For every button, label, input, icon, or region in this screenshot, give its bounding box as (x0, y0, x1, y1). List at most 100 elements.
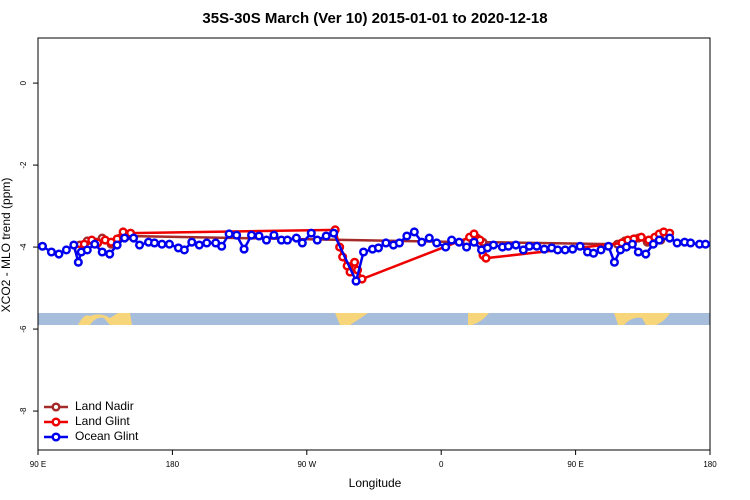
point (648, 239, 658, 249)
point (306, 228, 316, 238)
x-tick-label: 180 (166, 460, 180, 469)
point (112, 240, 122, 250)
x-axis-label: Longitude (349, 476, 402, 490)
x-tick-label: 0 (439, 460, 444, 469)
point (560, 245, 570, 255)
point (291, 233, 301, 243)
point (432, 238, 442, 248)
point (224, 229, 234, 239)
point (90, 239, 100, 249)
y-tick-label: -4 (19, 243, 28, 251)
point (105, 249, 115, 259)
point (350, 257, 360, 267)
point (469, 237, 479, 247)
point (239, 244, 249, 254)
point (518, 245, 528, 255)
legend-label: Land Glint (75, 414, 130, 428)
legend-label: Ocean Glint (75, 429, 139, 443)
point (282, 235, 292, 245)
point (194, 240, 204, 250)
point (539, 244, 549, 254)
point (469, 229, 479, 239)
point (575, 241, 585, 251)
point (700, 239, 711, 249)
point (441, 242, 451, 252)
point (488, 240, 499, 250)
point (394, 238, 404, 248)
point (633, 247, 643, 257)
point (654, 235, 664, 245)
y-tick-label: -6 (19, 325, 28, 333)
point (532, 241, 542, 251)
point (37, 241, 48, 251)
point (596, 245, 606, 255)
point (588, 248, 599, 258)
point (134, 240, 145, 250)
point (54, 249, 64, 259)
map-strip (38, 313, 710, 325)
point (261, 235, 272, 245)
point (202, 238, 212, 248)
point (672, 238, 682, 248)
point (358, 247, 369, 257)
point (409, 227, 419, 237)
x-tick-label: 180 (703, 460, 717, 469)
point (665, 233, 675, 243)
point (217, 241, 227, 251)
point (503, 241, 513, 251)
legend-marker (51, 402, 61, 412)
point (381, 238, 391, 248)
point (568, 244, 578, 254)
point (312, 235, 322, 245)
point (603, 241, 614, 251)
point (329, 228, 339, 238)
y-tick-label: -8 (19, 407, 28, 415)
x-tick-label: 90 W (297, 460, 316, 469)
point (553, 245, 563, 255)
point (636, 232, 646, 242)
point (417, 237, 427, 247)
point (402, 231, 412, 241)
point (481, 253, 491, 263)
point (246, 230, 257, 240)
point (641, 249, 651, 259)
point (69, 240, 79, 250)
point (129, 233, 139, 243)
point (447, 235, 457, 245)
point (297, 238, 307, 248)
point (321, 231, 331, 241)
point (373, 243, 384, 253)
point (73, 257, 83, 267)
legend-marker (51, 417, 61, 427)
point (609, 257, 619, 267)
point (149, 238, 160, 248)
point (462, 242, 472, 252)
point (351, 276, 361, 286)
point (120, 233, 130, 243)
point (254, 231, 264, 241)
point (524, 241, 534, 251)
point (61, 245, 71, 255)
point (187, 237, 197, 247)
x-tick-label: 90 E (567, 460, 583, 469)
point (424, 233, 434, 243)
y-tick-label: -2 (19, 161, 28, 169)
y-axis-label: XCO2 - MLO trend (ppm) (0, 178, 13, 313)
chart-title: 35S-30S March (Ver 10) 2015-01-01 to 202… (202, 10, 547, 27)
x-tick-label: 90 E (30, 460, 46, 469)
y-tick-label: 0 (19, 80, 28, 85)
point (46, 247, 56, 257)
point (157, 239, 167, 249)
legend-label: Land Nadir (75, 399, 134, 413)
point (627, 239, 637, 249)
point (511, 240, 521, 250)
legend-marker (51, 432, 61, 442)
point (97, 247, 107, 257)
point (179, 245, 189, 255)
point (454, 237, 464, 247)
point (164, 239, 174, 249)
point (269, 230, 279, 240)
point (686, 238, 696, 248)
